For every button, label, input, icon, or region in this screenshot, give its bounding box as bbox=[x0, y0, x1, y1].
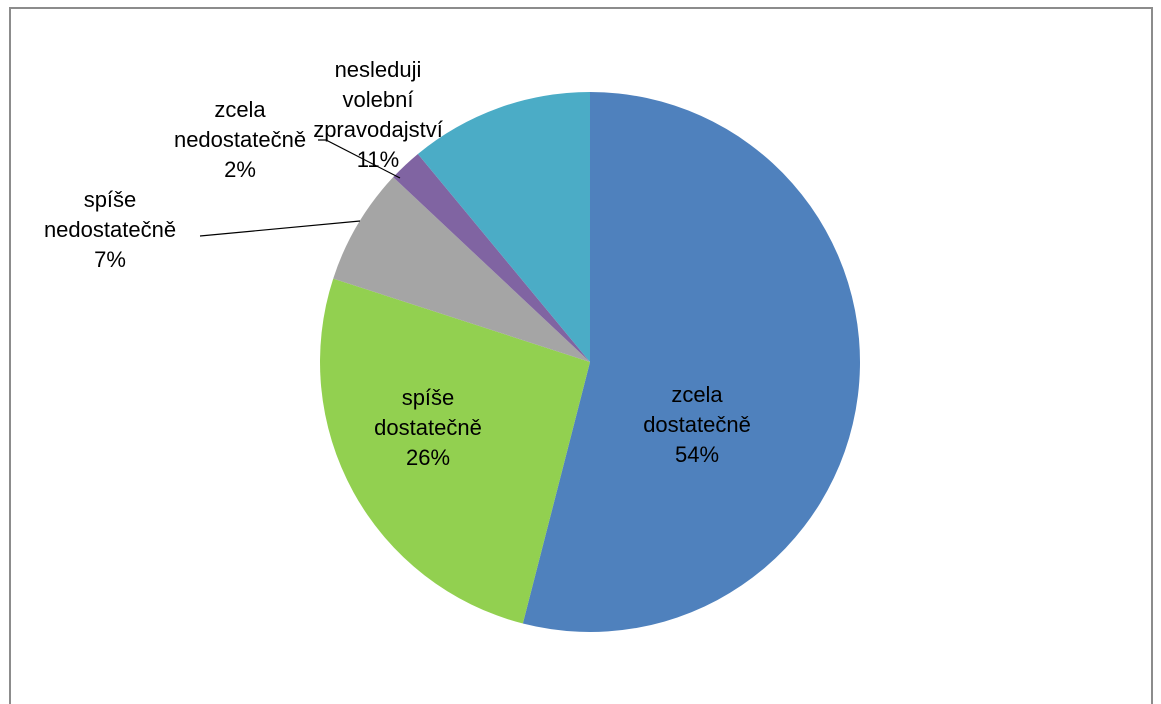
category-label: zcela nedostatečně bbox=[173, 97, 307, 152]
pie-slice bbox=[522, 92, 861, 633]
slice-label: zcela nedostatečně 2% bbox=[174, 95, 306, 185]
slice-label: spíše dostatečně 26% bbox=[374, 383, 482, 473]
value-label: 7% bbox=[94, 247, 126, 272]
category-label: spíše nedostatečně bbox=[43, 187, 177, 242]
pie-slice bbox=[320, 278, 590, 624]
value-label: 11% bbox=[356, 147, 400, 172]
category-label: nesleduji volební zpravodajství bbox=[313, 57, 443, 142]
value-label: 54% bbox=[674, 442, 720, 467]
leader-line bbox=[318, 139, 401, 179]
category-label: zcela dostatečně bbox=[643, 382, 751, 437]
value-label: 26% bbox=[405, 445, 451, 470]
slice-label: spíše nedostatečně 7% bbox=[44, 185, 176, 275]
pie-slice bbox=[417, 92, 590, 362]
slice-label: nesleduji volební zpravodajství 11% bbox=[313, 55, 443, 175]
leader-line bbox=[199, 220, 361, 237]
pie-slice bbox=[333, 177, 590, 362]
slice-label: zcela dostatečně 54% bbox=[643, 380, 751, 470]
value-label: 2% bbox=[224, 157, 256, 182]
pie-slice bbox=[393, 153, 590, 362]
chart-border bbox=[9, 7, 1153, 704]
category-label: spíše dostatečně bbox=[374, 385, 482, 440]
